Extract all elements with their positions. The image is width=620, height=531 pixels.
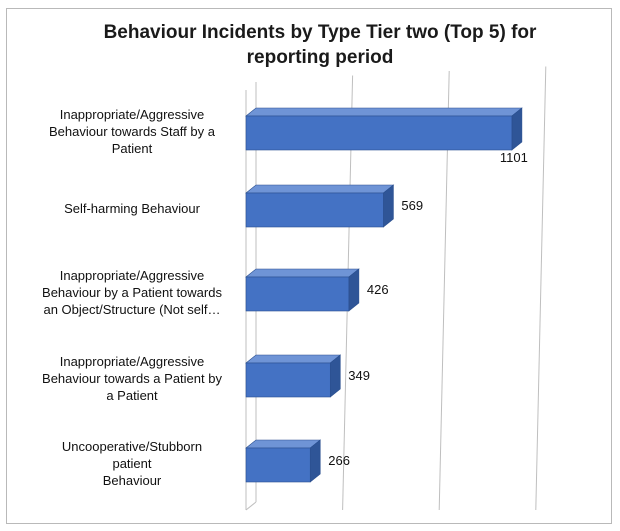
category-label-2: Self-harming Behaviour bbox=[22, 200, 242, 217]
category-label-line: Inappropriate/Aggressive bbox=[59, 267, 205, 283]
category-label-line: Inappropriate/Aggressive bbox=[59, 353, 205, 369]
bar-4 bbox=[245, 362, 331, 398]
bar-top-1 bbox=[245, 107, 523, 117]
data-label-3: 426 bbox=[367, 282, 389, 297]
bar-top-4 bbox=[245, 354, 342, 364]
category-label-line: Uncooperative/Stubborn bbox=[61, 438, 203, 454]
chart-frame bbox=[6, 8, 612, 524]
bar-1 bbox=[245, 115, 513, 151]
category-label-line: Behaviour bbox=[102, 472, 162, 488]
category-label-line: Inappropriate/Aggressive bbox=[59, 106, 205, 122]
chart-title: Behaviour Incidents by Type Tier two (To… bbox=[103, 22, 537, 68]
category-label-line: Patient bbox=[111, 140, 153, 156]
category-label-4: Inappropriate/Aggressive Behaviour toward… bbox=[22, 353, 242, 404]
category-label-line: patient bbox=[112, 455, 152, 471]
category-label-1: Inappropriate/Aggressive Behaviour toward… bbox=[22, 106, 242, 157]
data-label-1: 1101 bbox=[500, 150, 528, 165]
category-label-line: Behaviour by a Patient towards bbox=[42, 284, 222, 300]
bar-top-2 bbox=[245, 184, 395, 194]
category-label-line: an Object/Structure (Not self… bbox=[43, 301, 221, 317]
category-label-line: Behaviour towards a Patient by bbox=[42, 370, 222, 386]
data-label-4: 349 bbox=[348, 368, 370, 383]
floor-edge bbox=[245, 501, 257, 511]
category-label-3: Inappropriate/Aggressive Behaviour by a P… bbox=[22, 267, 242, 318]
data-label-5: 266 bbox=[328, 453, 350, 468]
bar-2 bbox=[245, 192, 384, 228]
data-label-2: 569 bbox=[401, 198, 423, 213]
bar-3 bbox=[245, 276, 350, 312]
bar-5 bbox=[245, 447, 311, 483]
category-label-line: a Patient bbox=[106, 387, 158, 403]
category-label-5: Uncooperative/Stubborn patient Behaviour bbox=[22, 438, 242, 489]
category-label-line: Self-harming Behaviour bbox=[64, 200, 200, 216]
category-label-line: Behaviour towards Staff by a bbox=[49, 123, 215, 139]
bar-top-3 bbox=[245, 268, 360, 278]
bar-top-5 bbox=[245, 439, 322, 449]
gridline-1200 bbox=[535, 66, 547, 511]
